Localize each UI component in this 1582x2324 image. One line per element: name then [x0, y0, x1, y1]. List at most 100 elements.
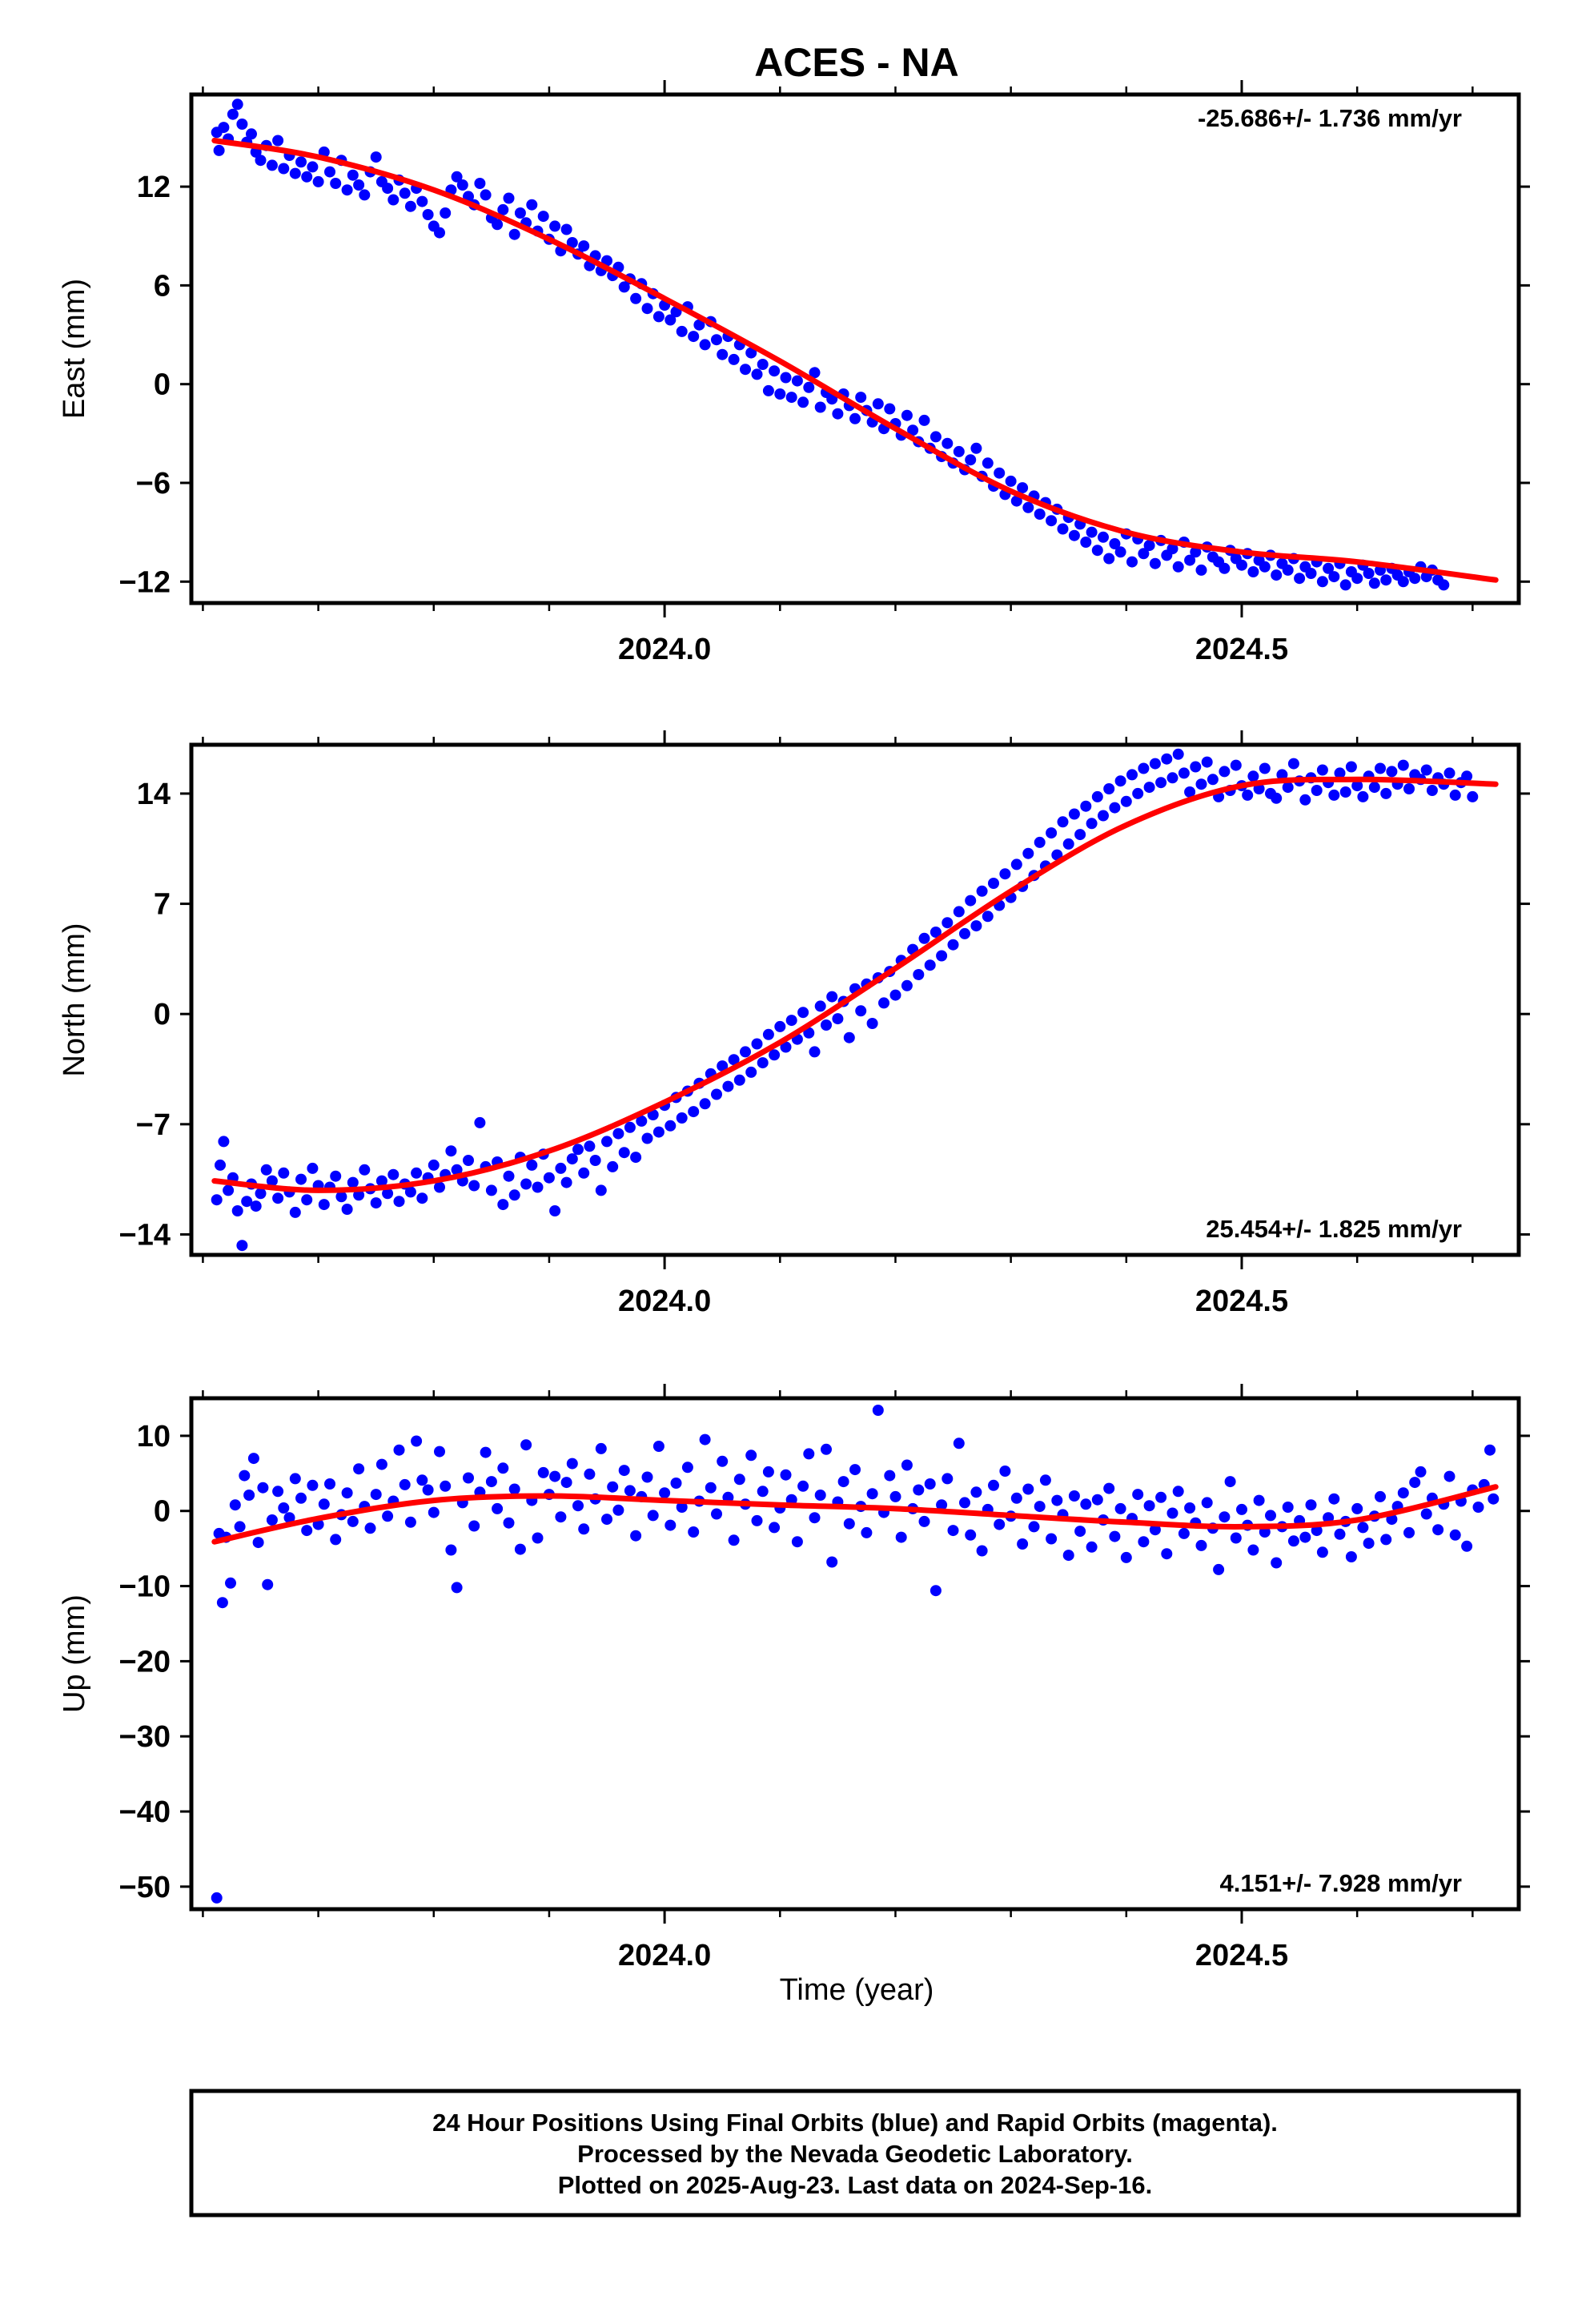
data-point	[1426, 785, 1438, 796]
data-point	[733, 1074, 745, 1086]
data-point	[560, 1176, 572, 1188]
data-point	[717, 348, 729, 360]
data-point	[434, 1181, 445, 1193]
data-point	[1172, 561, 1184, 573]
data-point	[665, 1519, 677, 1531]
data-point	[647, 1510, 659, 1522]
data-point	[976, 1545, 988, 1557]
data-point	[1195, 564, 1207, 576]
data-point	[953, 1437, 965, 1449]
data-point	[416, 195, 428, 207]
data-point	[722, 1080, 734, 1092]
data-point	[370, 151, 382, 163]
data-point	[1057, 816, 1069, 828]
data-point	[497, 1199, 509, 1211]
data-point	[1166, 1507, 1178, 1519]
data-point	[1178, 767, 1190, 779]
data-point	[947, 1525, 959, 1537]
data-point	[1287, 758, 1299, 770]
data-point	[347, 1176, 359, 1188]
data-point	[728, 1054, 740, 1066]
y-tick-label: 0	[154, 1495, 171, 1529]
data-point	[223, 1184, 235, 1196]
data-point	[1247, 1544, 1259, 1556]
data-point	[814, 1000, 826, 1012]
data-point	[353, 179, 365, 191]
y-tick-label: −10	[119, 1570, 171, 1604]
data-point	[572, 1500, 584, 1512]
data-point	[728, 353, 740, 365]
data-point	[307, 1479, 319, 1491]
data-point	[699, 339, 711, 351]
data-point	[307, 161, 319, 173]
data-point	[1017, 482, 1029, 494]
data-point	[1247, 566, 1259, 577]
data-point	[837, 1476, 849, 1488]
data-point	[231, 1205, 243, 1216]
data-point	[260, 1164, 272, 1176]
data-point	[497, 1462, 509, 1474]
data-point	[289, 167, 301, 179]
data-point	[1166, 772, 1178, 784]
data-point	[503, 192, 515, 204]
data-point	[751, 368, 763, 380]
data-point	[1271, 569, 1283, 581]
data-point	[866, 1018, 878, 1029]
data-point	[595, 1184, 607, 1196]
data-point	[272, 1486, 284, 1498]
data-point	[1443, 1470, 1456, 1482]
data-point	[1114, 1502, 1126, 1514]
data-point	[745, 1066, 757, 1078]
data-point	[711, 1508, 722, 1520]
data-point	[1380, 787, 1392, 799]
data-point	[1415, 1466, 1427, 1478]
data-point	[1484, 1444, 1496, 1456]
data-point	[492, 1502, 504, 1514]
data-point	[970, 442, 982, 454]
y-axis-label: Up (mm)	[58, 1594, 91, 1713]
data-point	[560, 1477, 572, 1489]
footer-frame	[189, 2089, 1521, 2217]
data-point	[930, 431, 942, 443]
data-point	[1132, 787, 1144, 799]
data-point	[1259, 762, 1271, 774]
data-point	[1098, 810, 1109, 822]
data-point	[549, 1205, 561, 1216]
footer-line-3: Plotted on 2025-Aug-23. Last data on 202…	[558, 2171, 1152, 2199]
data-point	[1282, 564, 1294, 576]
data-point	[769, 1522, 781, 1534]
data-point	[387, 1168, 400, 1180]
data-point	[751, 1038, 763, 1050]
data-point	[537, 211, 549, 223]
data-point	[1219, 1511, 1231, 1523]
data-point	[1479, 0, 1490, 6]
y-tick-label: −20	[119, 1645, 171, 1679]
data-point	[434, 227, 445, 239]
y-axis-label: North (mm)	[58, 923, 91, 1076]
data-point	[1138, 1536, 1150, 1548]
data-point	[218, 1136, 230, 1148]
data-point	[821, 1019, 832, 1031]
data-point	[1259, 561, 1271, 573]
data-point	[665, 314, 677, 326]
data-point	[965, 1529, 977, 1541]
data-point	[1091, 1494, 1103, 1506]
data-point	[630, 1152, 642, 1164]
data-point	[757, 1057, 769, 1069]
data-point	[578, 240, 590, 252]
data-point	[445, 1544, 457, 1556]
data-point	[1409, 573, 1421, 585]
data-point	[1080, 537, 1092, 548]
data-point	[762, 1028, 774, 1040]
data-point	[1357, 1522, 1369, 1534]
y-axis-label: East (mm)	[58, 279, 91, 419]
data-point	[1057, 523, 1069, 535]
data-point	[849, 412, 861, 424]
data-point	[283, 1512, 295, 1524]
footer-line-1: 24 Hour Positions Using Final Orbits (bl…	[432, 2109, 1278, 2137]
data-point	[1299, 1531, 1311, 1543]
data-point	[1328, 789, 1340, 801]
data-point	[1403, 1526, 1415, 1538]
data-point	[1351, 1502, 1363, 1514]
data-point	[246, 128, 257, 140]
